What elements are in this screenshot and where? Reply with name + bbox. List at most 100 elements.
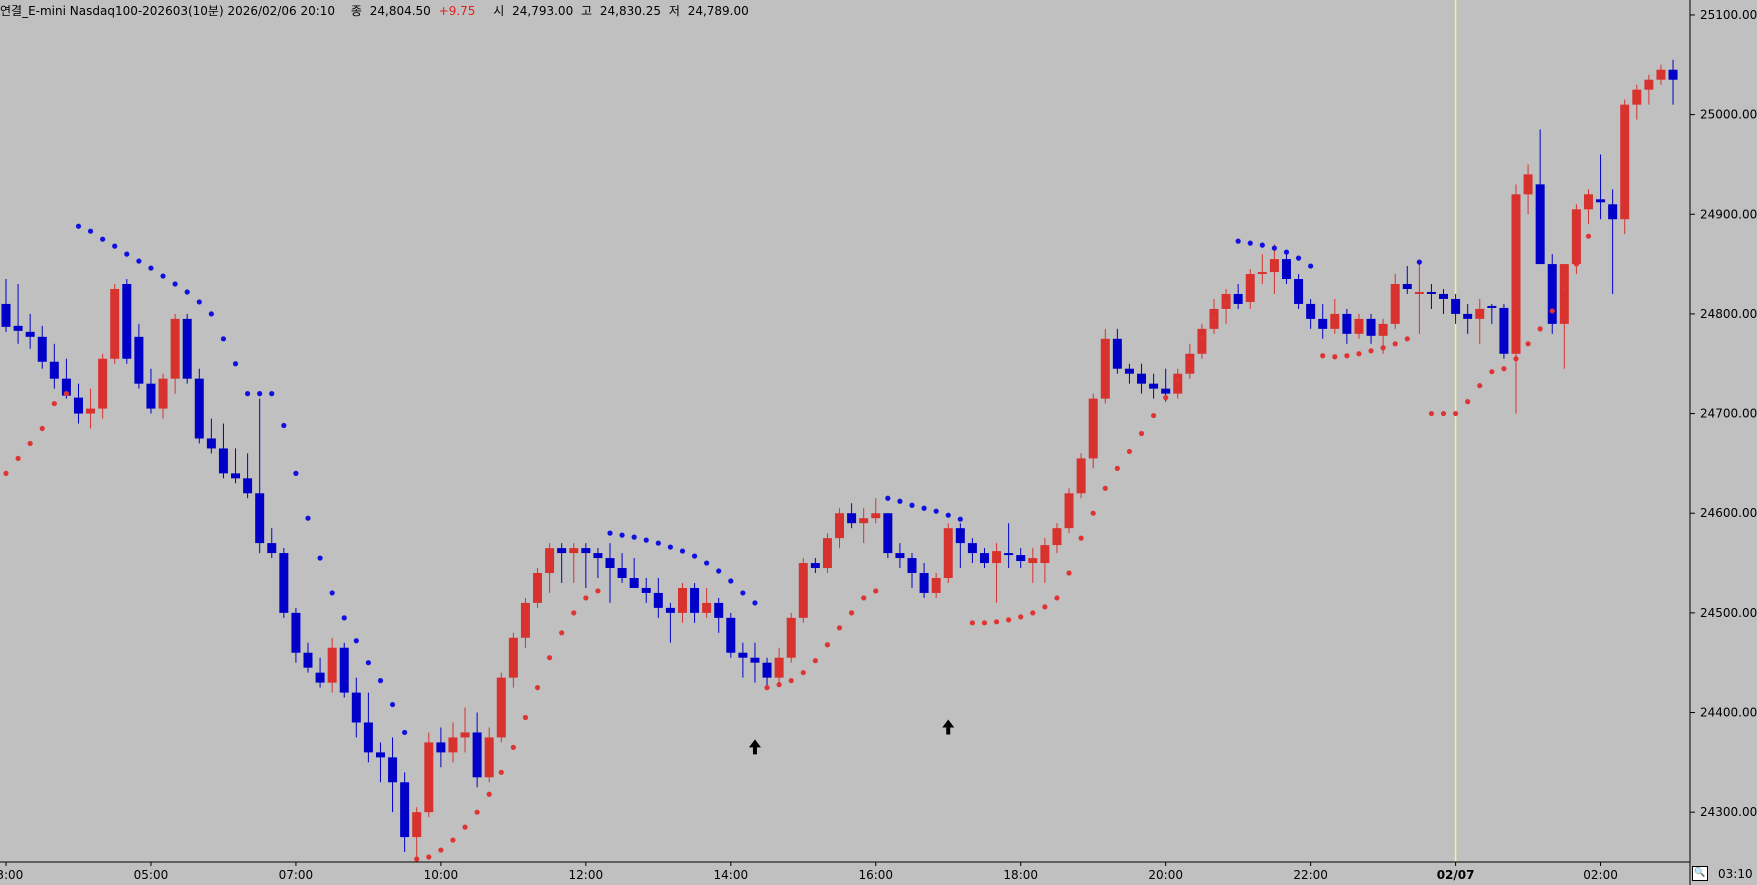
candle-body (363, 722, 373, 753)
sar-dot (160, 273, 166, 279)
candle (1656, 64, 1666, 85)
candle (327, 637, 337, 693)
time-tick-label: 12:00 (569, 868, 604, 882)
candle (1559, 264, 1569, 369)
candle (412, 807, 422, 858)
sar-dot (112, 243, 118, 249)
candle-body (677, 587, 687, 613)
sar-dot (1102, 485, 1108, 491)
price-axis[interactable]: 25100.00 25000.00 24900.00 24800.00 24700.00… (1689, 0, 1757, 885)
candle (1354, 313, 1364, 339)
sar-dot (1489, 369, 1495, 375)
candle (267, 528, 277, 559)
sar-dot (1368, 348, 1374, 354)
candle-body (1269, 259, 1279, 273)
candle-body (110, 288, 120, 359)
sar-dot (1114, 465, 1120, 471)
sar-dot (220, 336, 227, 342)
candle (1004, 523, 1014, 569)
candle (1426, 284, 1436, 309)
candle (400, 772, 410, 853)
candle-body (1330, 313, 1340, 329)
candle-body (1463, 313, 1473, 319)
candle-body (545, 548, 555, 574)
sar-dot (1465, 399, 1471, 405)
sar-dot (1199, 335, 1205, 341)
candle (339, 642, 349, 698)
candle (496, 672, 506, 743)
sar-dot (824, 642, 831, 648)
sar-dot (510, 744, 516, 750)
candle (1342, 308, 1352, 344)
candle (798, 558, 808, 623)
sar-dot (172, 281, 178, 287)
candle-body (37, 336, 47, 362)
candle (1052, 523, 1062, 554)
sar-dot (39, 425, 45, 432)
candle (569, 543, 579, 583)
sar-dot (1078, 535, 1084, 541)
sar-dot (341, 615, 347, 621)
sar-dot (1187, 356, 1193, 362)
candle (822, 533, 832, 574)
sar-dot (1573, 261, 1579, 267)
candles-layer (1, 59, 1678, 858)
candle (315, 657, 325, 688)
candle (146, 368, 156, 414)
candle-body (73, 397, 83, 414)
candle-body (738, 652, 748, 658)
candle-body (1076, 458, 1086, 494)
sar-dot (136, 258, 142, 264)
sar-dot (1585, 233, 1592, 239)
candle (170, 313, 180, 394)
sar-dot (559, 630, 565, 636)
candle-body (581, 548, 591, 554)
candle (1583, 189, 1593, 225)
sar-dot (148, 265, 154, 271)
up-arrow-icon (748, 739, 761, 755)
sar-dot (1030, 610, 1036, 616)
open-value: 24,793.00 (512, 4, 574, 18)
sar-dot (498, 769, 504, 775)
candle-body (61, 378, 71, 396)
candle (979, 548, 989, 569)
candle-body (1668, 69, 1678, 80)
candle-body (1245, 274, 1255, 302)
candle-body (641, 587, 651, 593)
candle (726, 612, 736, 658)
candle (303, 642, 313, 673)
candle-body (1306, 303, 1316, 319)
sar-dot (1054, 595, 1060, 601)
candle-body (303, 652, 313, 668)
sar-dot (812, 658, 818, 664)
candle-body (617, 568, 627, 578)
candle (714, 597, 724, 633)
sar-dot (1416, 259, 1422, 265)
sar-dot (377, 678, 384, 684)
price-tick-label: 24700.00 (1700, 407, 1757, 421)
sar-dot (1247, 240, 1253, 246)
open-label: 시 (493, 4, 505, 18)
candle-body (1511, 194, 1521, 354)
candle-body (13, 325, 23, 331)
sar-dot (1320, 353, 1326, 359)
candle (557, 543, 567, 583)
candle (992, 543, 1002, 603)
candle-body (1426, 291, 1436, 294)
sar-dot (1428, 410, 1435, 417)
candle-body (520, 602, 530, 638)
candle (243, 453, 253, 499)
time-tick-label: 03:00 (0, 868, 23, 882)
candle (231, 448, 241, 484)
sar-dot (1453, 410, 1459, 417)
magnifier-icon[interactable]: 🔍 (1692, 866, 1708, 881)
candle-body (1124, 368, 1134, 374)
candle-body (750, 657, 760, 663)
candle (774, 647, 784, 683)
sar-dot (547, 655, 553, 661)
candle-body (1571, 209, 1581, 265)
time-axis[interactable]: 03:00 05:00 07:00 10:00 12:00 14:00 16:00 18:00… (0, 861, 1690, 882)
candle-body (1088, 398, 1098, 459)
candle (919, 563, 929, 598)
